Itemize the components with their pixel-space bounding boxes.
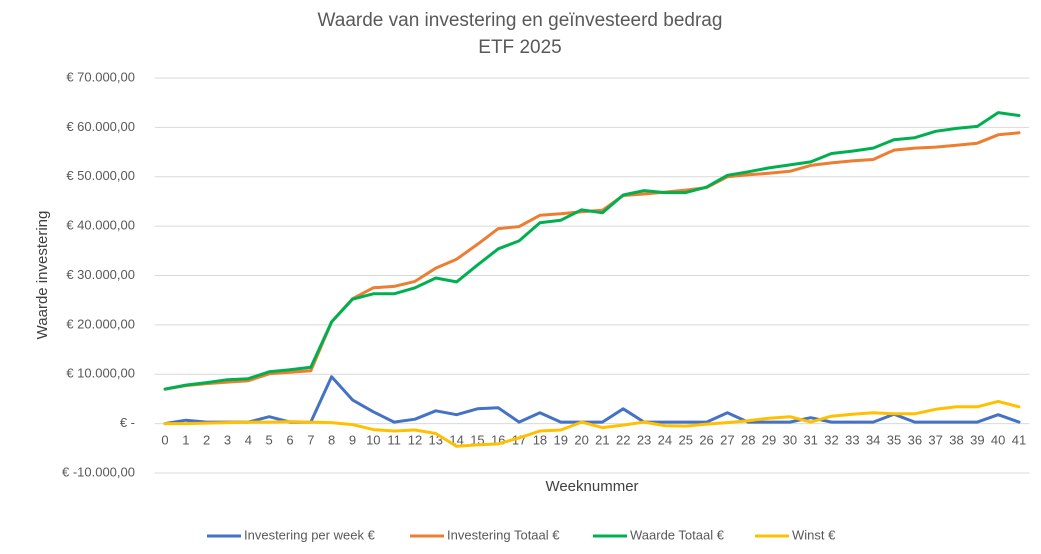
y-tick-label: € 30.000,00 <box>66 267 135 282</box>
x-tick-label: 4 <box>245 432 252 447</box>
x-tick-label: 9 <box>349 432 356 447</box>
y-tick-label: € 70.000,00 <box>66 69 135 84</box>
x-tick-label: 30 <box>783 432 797 447</box>
x-tick-label: 41 <box>1012 432 1026 447</box>
x-tick-label: 11 <box>387 432 401 447</box>
series-line <box>163 399 1021 448</box>
x-tick-label: 10 <box>366 432 380 447</box>
x-tick-label: 20 <box>574 432 588 447</box>
y-tick-label: € 10.000,00 <box>66 366 135 381</box>
y-tick-label: € 50.000,00 <box>66 168 135 183</box>
x-tick-label: 21 <box>595 432 609 447</box>
x-tick-label: 31 <box>803 432 817 447</box>
x-tick-label: 0 <box>161 432 168 447</box>
chart-subtitle: ETF 2025 <box>478 37 561 58</box>
y-tick-label: € -10.000,00 <box>62 464 135 479</box>
x-tick-label: 1 <box>182 432 189 447</box>
x-tick-label: 2 <box>203 432 210 447</box>
x-tick-label: 5 <box>266 432 273 447</box>
legend-label: Waarde Totaal € <box>630 527 725 542</box>
x-tick-label: 27 <box>720 432 734 447</box>
x-tick-label: 37 <box>928 432 942 447</box>
x-tick-label: 35 <box>887 432 901 447</box>
x-tick-label: 12 <box>408 432 422 447</box>
x-tick-label: 40 <box>991 432 1005 447</box>
x-tick-label: 36 <box>908 432 922 447</box>
x-tick-label: 8 <box>328 432 335 447</box>
y-tick-label: € 20.000,00 <box>66 316 135 331</box>
x-tick-label: 23 <box>637 432 651 447</box>
x-tick-label: 6 <box>286 432 293 447</box>
legend-label: Investering Totaal € <box>447 527 560 542</box>
x-tick-label: 18 <box>533 432 547 447</box>
x-tick-label: 29 <box>762 432 776 447</box>
x-tick-label: 34 <box>866 432 880 447</box>
y-tick-label: € - <box>120 415 135 430</box>
x-tick-label: 19 <box>554 432 568 447</box>
legend-label: Winst € <box>792 527 836 542</box>
x-tick-label: 32 <box>824 432 838 447</box>
chart-title: Waarde van investering en geïnvesteerd b… <box>318 10 723 31</box>
legend-label: Investering per week € <box>244 527 376 542</box>
x-tick-label: 22 <box>616 432 630 447</box>
x-tick-label: 28 <box>741 432 755 447</box>
x-tick-label: 39 <box>970 432 984 447</box>
x-tick-label: 26 <box>699 432 713 447</box>
y-tick-label: € 60.000,00 <box>66 119 135 134</box>
x-axis-title: Weeknummer <box>545 478 638 495</box>
x-tick-label: 7 <box>307 432 314 447</box>
series-line <box>163 375 1021 426</box>
x-tick-label: 3 <box>224 432 231 447</box>
series-line <box>163 131 1021 391</box>
x-tick-label: 33 <box>845 432 859 447</box>
series-line <box>163 111 1021 391</box>
x-tick-label: 25 <box>678 432 692 447</box>
y-tick-label: € 40.000,00 <box>66 218 135 233</box>
x-tick-label: 24 <box>658 432 672 447</box>
x-tick-label: 38 <box>949 432 963 447</box>
y-axis-title: Waarde investering <box>34 211 51 340</box>
